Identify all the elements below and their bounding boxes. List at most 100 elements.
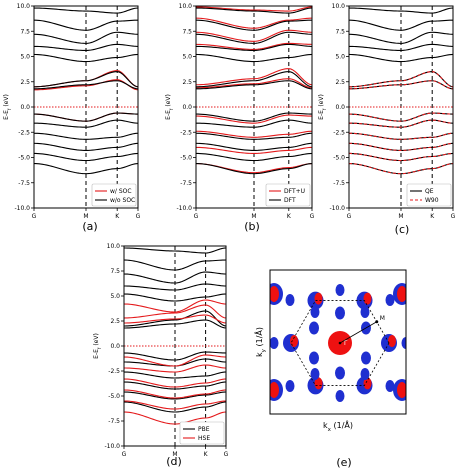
y-tick-label: -10.0 — [329, 205, 345, 212]
band-hse-6 — [124, 389, 226, 399]
band-pbe-1 — [124, 259, 226, 271]
brillouin-zone-outline — [290, 300, 390, 386]
y-tick-label: 5.0 — [335, 54, 345, 61]
x-tick-label: G — [32, 213, 37, 220]
band-w-o-soc-3 — [34, 43, 138, 51]
band-pbe-10 — [124, 381, 226, 390]
y-tick-label: -2.5 — [333, 129, 345, 136]
y-tick-label: -10.0 — [104, 443, 120, 450]
band-pbe-9 — [124, 371, 226, 379]
band-w-o-soc-12 — [34, 163, 138, 175]
band-hse-2 — [124, 314, 226, 324]
pocket-outer-4 — [335, 390, 345, 402]
band-dft-0 — [196, 7, 312, 14]
y-tick-label: 10.0 — [107, 243, 121, 250]
subfigure-label-e: (e) — [336, 456, 351, 469]
pocket-outer-7 — [401, 337, 406, 349]
pocket-outer-11 — [360, 368, 370, 380]
band-qe-3 — [349, 43, 453, 51]
y-tick-label: 10.0 — [332, 3, 346, 10]
band-w-o-soc-7 — [34, 112, 138, 122]
band-qe-0 — [349, 7, 453, 14]
y-tick-label: 2.5 — [20, 79, 30, 86]
y-axis-label: ky (1/Å) — [253, 327, 267, 357]
legend-label: W90 — [425, 197, 439, 204]
pocket-k-red-1 — [363, 377, 372, 390]
y-tick-label: -5.0 — [180, 155, 192, 162]
y-tick-label: -2.5 — [180, 129, 192, 136]
pocket-outer-5 — [385, 380, 395, 392]
subfigure-label-d: (d) — [166, 455, 182, 468]
y-axis-label: E-Ef (eV) — [165, 94, 174, 120]
pocket-outer-2 — [385, 294, 395, 306]
pocket-inner-3 — [309, 321, 320, 335]
bands-a — [34, 7, 138, 175]
band-pbe-2 — [124, 271, 226, 284]
pocket-outer-8 — [310, 306, 320, 318]
x-tick-label: K — [204, 451, 209, 458]
band-dft-9 — [196, 132, 312, 140]
y-tick-label: -5.0 — [333, 155, 345, 162]
subfigure-label-c: (c) — [395, 223, 410, 236]
band-dft-7 — [196, 112, 312, 122]
band-w-o-soc-6 — [34, 80, 138, 90]
x-tick-label: G — [194, 213, 199, 220]
band-structure-panel-a: 10.07.55.02.50.0-2.5-5.0-7.5-10.0G M K GE-E… — [3, 3, 141, 220]
y-tick-label: -7.5 — [180, 180, 192, 187]
y-tick-label: 5.0 — [110, 293, 120, 300]
legend-label: w/o SOC — [110, 197, 135, 204]
band-w-soc-1 — [34, 79, 138, 91]
band-hse-4 — [124, 364, 226, 373]
pocket-k-red-4 — [314, 292, 323, 305]
x-tick-label: G — [347, 213, 352, 220]
pocket-corner-red-0 — [270, 286, 279, 302]
band-qe-2 — [349, 31, 453, 44]
x-tick-label: G — [451, 213, 456, 220]
x-tick-label: M — [83, 213, 88, 220]
y-axis-label: E-Ef (eV) — [3, 94, 12, 120]
band-w-o-soc-2 — [34, 31, 138, 44]
pocket-inner-0 — [360, 351, 371, 365]
bands-d — [124, 247, 226, 425]
y-tick-label: -7.5 — [18, 180, 30, 187]
y-tick-label: 0.0 — [182, 104, 192, 111]
band-dft-3 — [196, 43, 312, 51]
y-tick-label: 5.0 — [20, 54, 30, 61]
band-w-o-soc-1 — [34, 19, 138, 31]
band-w-o-soc-5 — [34, 71, 138, 88]
y-tick-label: 10.0 — [17, 3, 31, 10]
pocket-outer-3 — [285, 380, 295, 392]
band-dft-6 — [196, 80, 312, 90]
band-w90-1 — [349, 80, 453, 90]
y-tick-label: -10.0 — [14, 205, 30, 212]
band-hse-5 — [124, 378, 226, 388]
band-dft-u-7 — [196, 130, 312, 138]
band-dft-u-3 — [196, 42, 312, 50]
band-structure-panel-c: 10.07.55.02.50.0-2.5-5.0-7.5-10.0G M K GE-E… — [318, 3, 456, 220]
band-dft-u-1 — [196, 17, 312, 29]
band-dft-1 — [196, 19, 312, 31]
y-axis-label: E-Ef (eV) — [318, 94, 327, 120]
pocket-k-red-0 — [388, 335, 396, 347]
legend-label: DFT — [284, 197, 296, 204]
y-tick-label: -2.5 — [108, 368, 120, 375]
band-w90-2 — [349, 112, 453, 122]
pocket-k-red-5 — [363, 292, 372, 305]
band-w-o-soc-4 — [34, 53, 138, 63]
pocket-corner-red-3 — [397, 382, 406, 398]
band-w90-4 — [349, 132, 453, 140]
band-hse-8 — [124, 411, 226, 425]
x-tick-label: G — [224, 451, 229, 458]
x-tick-label: M — [398, 213, 403, 220]
legend: PBE HSE — [179, 421, 225, 445]
band-dft-10 — [196, 142, 312, 151]
y-tick-label: 10.0 — [179, 3, 193, 10]
x-tick-label: K — [430, 213, 435, 220]
x-tick-label: G — [122, 451, 127, 458]
legend-label: DFT+U — [284, 188, 305, 195]
band-dft-12 — [196, 163, 312, 175]
band-dft-u-2 — [196, 29, 312, 42]
y-tick-label: 5.0 — [182, 54, 192, 61]
x-tick-label: K — [115, 213, 120, 220]
